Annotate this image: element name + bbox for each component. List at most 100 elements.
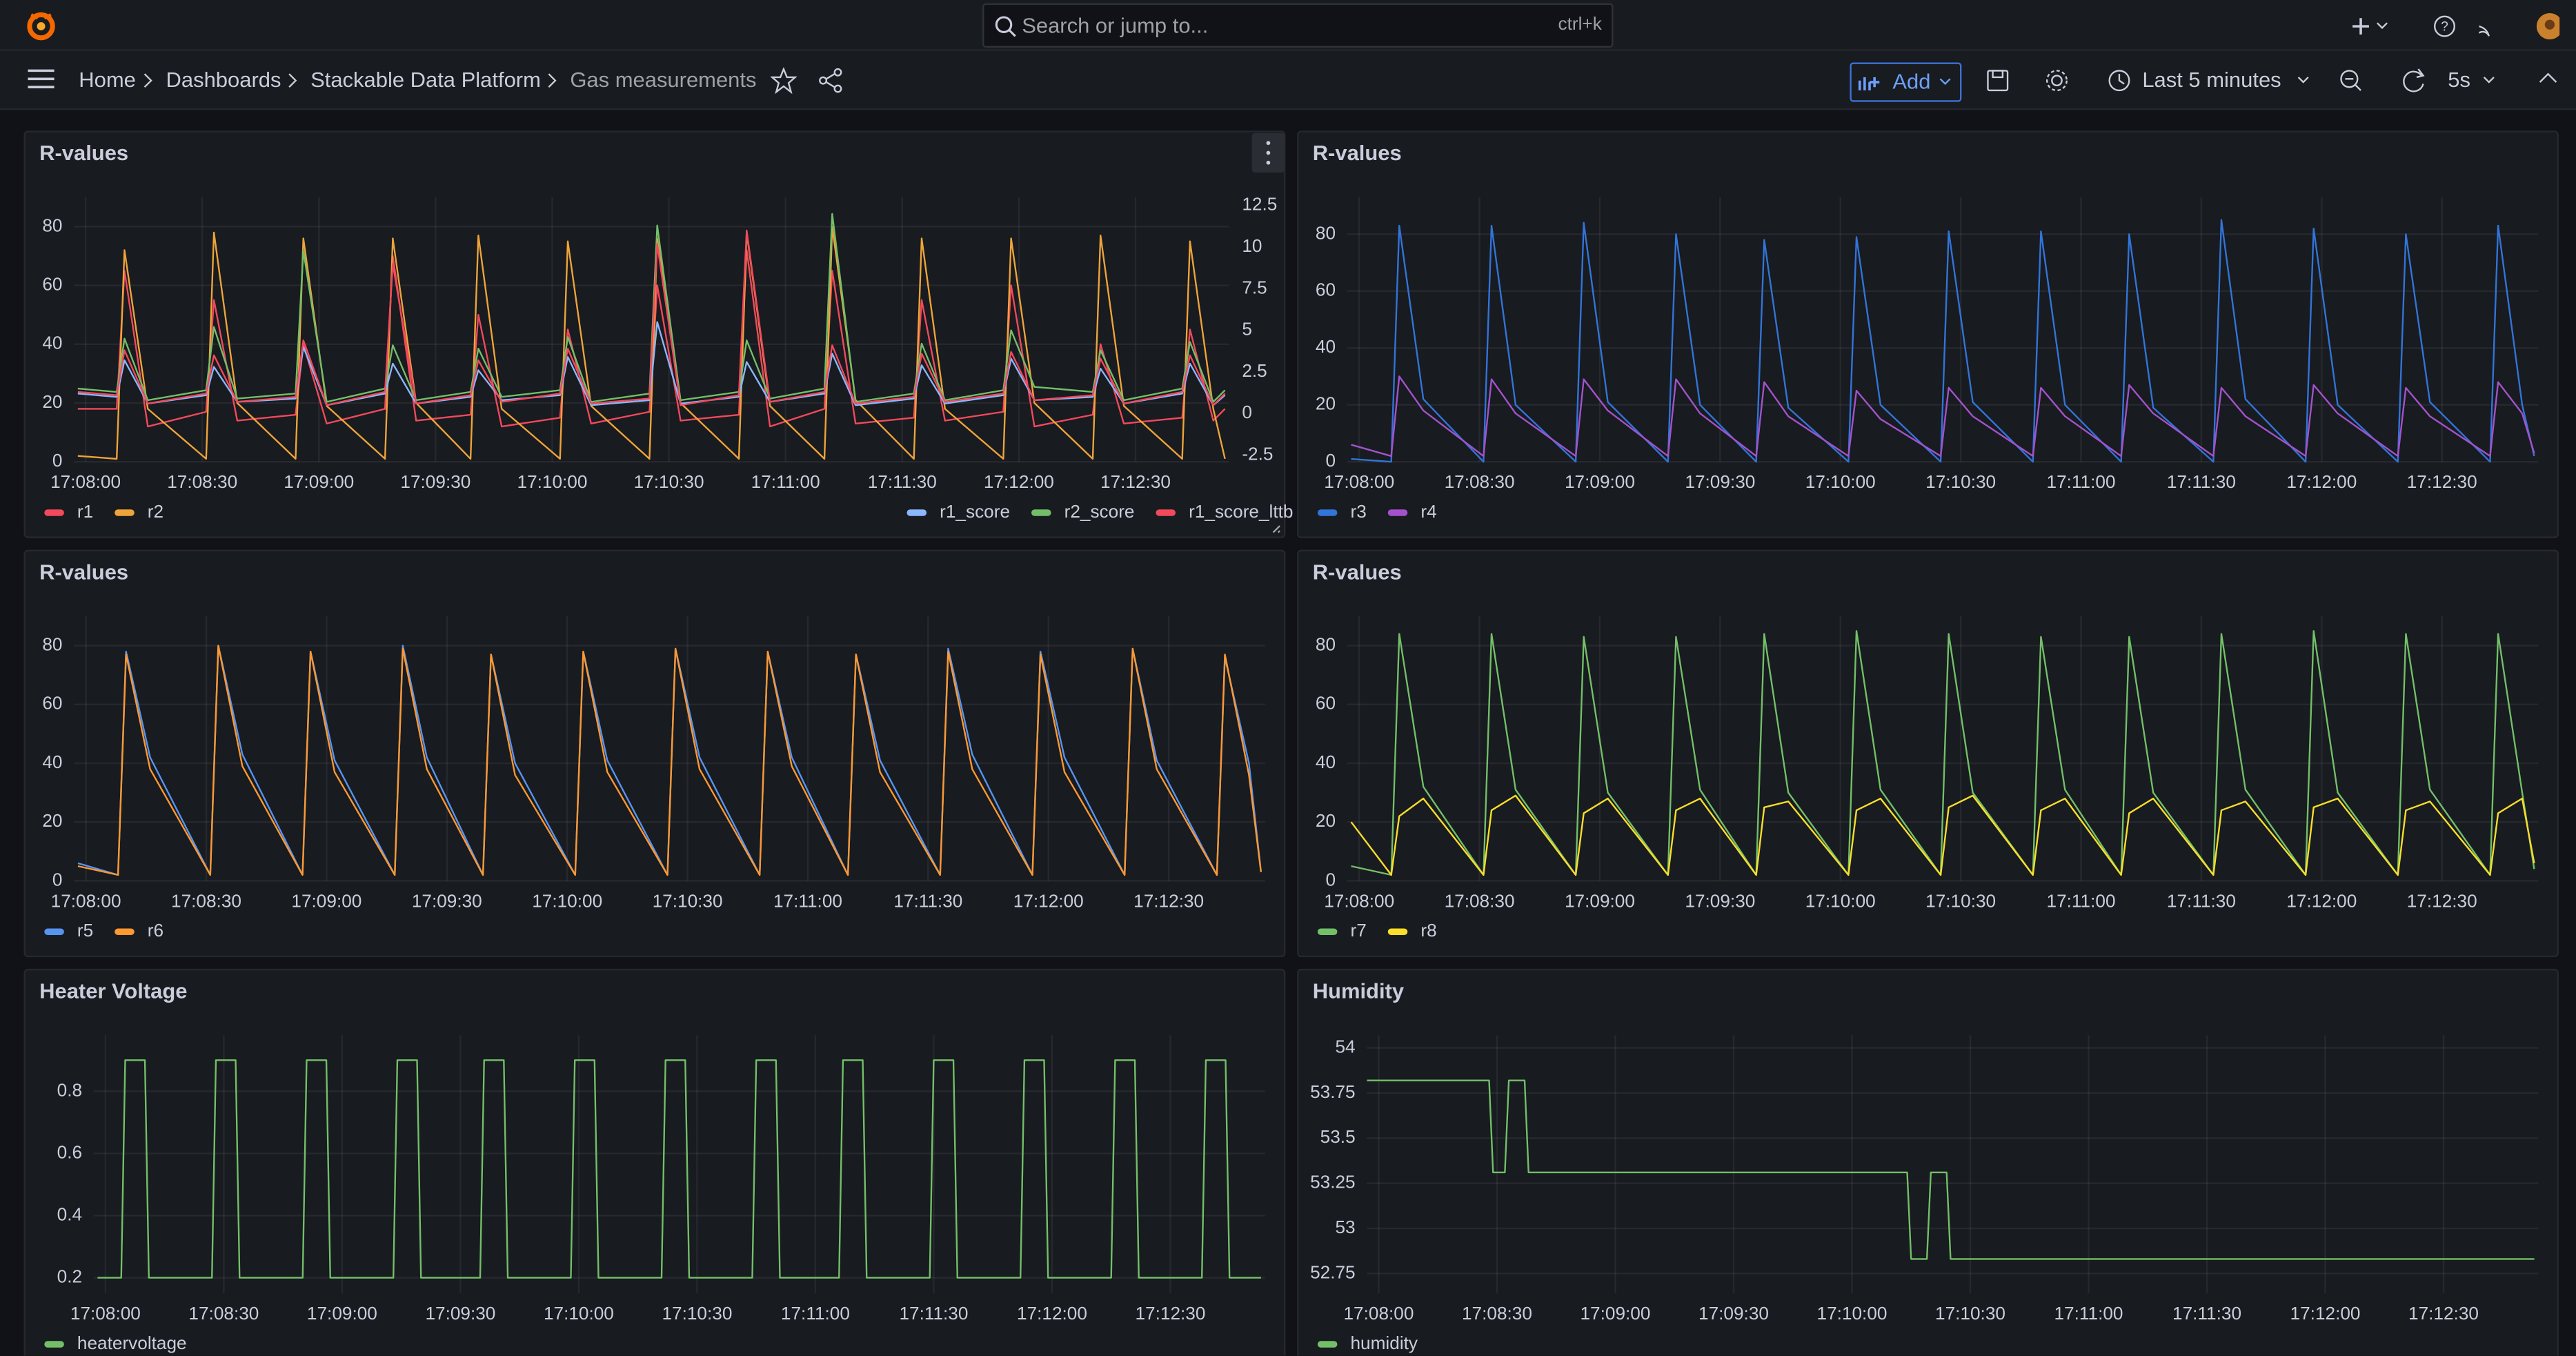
y2-tick-label: -2.5 xyxy=(1242,443,1273,464)
panel: R-values 0 20 40 60 80 17:08:00 17:08:30 17:09:0… xyxy=(23,549,1286,958)
refresh-interval[interactable]: 5s xyxy=(2448,67,2470,92)
time-range[interactable]: Last 5 minutes xyxy=(2142,67,2281,92)
y2-tick-label: 0 xyxy=(1242,402,1252,422)
x-tick-label: 17:09:00 xyxy=(1581,1303,1651,1324)
x-tick-label: 17:11:30 xyxy=(899,1303,968,1324)
legend-item[interactable]: r1_score_lttb xyxy=(1156,501,1293,522)
legend-swatch xyxy=(1031,509,1051,516)
y-tick-label: 53.75 xyxy=(1310,1081,1356,1102)
panel-title: R-values xyxy=(1313,141,1402,165)
legend-swatch xyxy=(906,509,927,516)
legend-label: r2 xyxy=(148,501,164,522)
x-tick-label: 17:09:30 xyxy=(400,471,470,492)
legend-item[interactable]: r6 xyxy=(115,920,164,941)
search-shortcut: ctrl+k xyxy=(1558,14,1602,35)
x-tick-label: 17:12:30 xyxy=(2407,890,2477,911)
breadcrumb[interactable]: Stackable Data Platform xyxy=(310,67,541,92)
legend-swatch xyxy=(1317,928,1338,936)
y-tick-label: 60 xyxy=(1316,279,1336,300)
panel-title: Heater Voltage xyxy=(39,979,187,1003)
legend-label: r1_score_lttb xyxy=(1189,501,1293,522)
breadcrumb[interactable]: Dashboards xyxy=(166,67,281,92)
y-tick-label: 52.75 xyxy=(1310,1261,1356,1282)
legend-item[interactable]: r2_score xyxy=(1031,501,1135,522)
y-tick-label: 53.25 xyxy=(1310,1172,1356,1192)
legend-item[interactable]: r1_score xyxy=(906,501,1011,522)
plot-area xyxy=(77,213,1226,460)
x-tick-label: 17:12:00 xyxy=(1013,890,1084,911)
x-tick-label: 17:08:00 xyxy=(51,890,121,911)
x-tick-label: 17:09:00 xyxy=(307,1303,377,1324)
legend-item[interactable]: r5 xyxy=(44,920,93,941)
x-tick-label: 17:10:00 xyxy=(1805,471,1876,492)
legend-item[interactable]: heatervoltage xyxy=(44,1333,187,1353)
legend-label: r7 xyxy=(1350,920,1366,941)
search-box[interactable]: Search or jump to... ctrl+k xyxy=(982,3,1614,48)
x-tick-label: 17:08:30 xyxy=(1462,1303,1532,1324)
x-tick-label: 17:09:00 xyxy=(1565,471,1635,492)
svg-text:?: ? xyxy=(2441,19,2448,34)
y2-tick-label: 7.5 xyxy=(1242,277,1267,297)
x-tick-label: 17:08:00 xyxy=(1324,890,1394,911)
legend-item[interactable]: r8 xyxy=(1387,920,1437,941)
y-tick-label: 0 xyxy=(52,869,63,890)
x-tick-label: 17:08:00 xyxy=(50,471,121,492)
series-line xyxy=(77,229,1226,406)
y-tick-label: 20 xyxy=(42,391,62,412)
add-icon xyxy=(1858,77,1880,90)
x-tick-label: 17:09:30 xyxy=(412,890,482,911)
legend-item[interactable]: humidity xyxy=(1317,1333,1418,1353)
chevron xyxy=(2483,77,2495,83)
legend-label: r4 xyxy=(1420,501,1436,522)
collapse-icon[interactable] xyxy=(2538,72,2558,86)
legend-label: heatervoltage xyxy=(77,1333,187,1353)
panel: R-values 0 20 40 60 80 -2.5 0 2.5 5 7.5 10 12.5 17:08… xyxy=(23,130,1293,538)
legend-label: r1_score xyxy=(940,501,1010,522)
legend-item[interactable]: r7 xyxy=(1317,920,1367,941)
add-button[interactable]: Add xyxy=(1850,62,1962,102)
legend-swatch xyxy=(1387,928,1408,936)
panel-background xyxy=(1297,130,2559,538)
grafana-logo[interactable] xyxy=(25,8,58,41)
x-tick-label: 17:11:00 xyxy=(781,1303,850,1324)
y2-tick-label: 2.5 xyxy=(1242,360,1267,381)
legend-label: humidity xyxy=(1350,1333,1418,1353)
panel: R-values 0 20 40 60 80 17:08:00 17:08:30 17:09:0… xyxy=(1297,549,2559,958)
y-tick-label: 0 xyxy=(1325,450,1336,471)
zoom-refresh-icons[interactable] xyxy=(2338,68,2430,94)
legend-swatch xyxy=(44,928,64,936)
y-tick-label: 40 xyxy=(42,333,62,353)
y2-tick-label: 12.5 xyxy=(1242,194,1277,215)
x-tick-label: 17:12:00 xyxy=(1017,1303,1087,1324)
legend-swatch xyxy=(1387,509,1408,516)
menu-dot xyxy=(1266,150,1271,155)
x-tick-label: 17:08:00 xyxy=(1343,1303,1414,1324)
x-tick-label: 17:09:30 xyxy=(1685,471,1755,492)
breadcrumb[interactable]: Home xyxy=(79,67,136,92)
save-settings-icons[interactable] xyxy=(1985,68,2083,94)
top-bar-icons[interactable]: ? xyxy=(2346,12,2560,41)
legend-item[interactable]: r2 xyxy=(115,501,164,522)
legend-item[interactable]: r1 xyxy=(44,501,93,522)
x-tick-label: 17:11:30 xyxy=(2172,1303,2241,1324)
x-tick-label: 17:10:00 xyxy=(1817,1303,1888,1324)
y-tick-label: 80 xyxy=(1316,222,1336,243)
x-tick-label: 17:11:30 xyxy=(2167,471,2236,492)
menu-icon[interactable] xyxy=(26,68,56,90)
resize-handle xyxy=(1272,525,1280,533)
breadcrumb-current: Gas measurements xyxy=(570,67,757,92)
menu-dot xyxy=(1266,160,1271,165)
legend-swatch xyxy=(1156,509,1176,516)
series-line xyxy=(1351,630,2535,876)
y-tick-label: 53.5 xyxy=(1320,1126,1356,1147)
legend-item[interactable]: r4 xyxy=(1387,501,1437,522)
y-tick-label: 20 xyxy=(1316,393,1336,414)
y-tick-label: 20 xyxy=(42,810,62,831)
x-tick-label: 17:12:30 xyxy=(1100,471,1171,492)
dashboard-actions[interactable] xyxy=(770,67,849,94)
y-tick-label: 0 xyxy=(52,450,63,471)
legend-item[interactable]: r3 xyxy=(1317,501,1367,522)
x-tick-label: 17:08:00 xyxy=(1324,471,1394,492)
y-tick-label: 40 xyxy=(1316,336,1336,357)
